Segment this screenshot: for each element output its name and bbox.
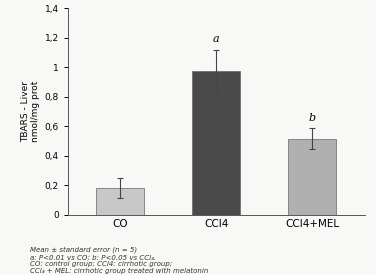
Text: Mean ± standard error (n = 5)
a: P<0.01 vs CO; b: P<0.05 vs CCl₄.
CO: control gr: Mean ± standard error (n = 5) a: P<0.01 … xyxy=(30,247,208,274)
Text: a: a xyxy=(213,34,220,44)
Bar xyxy=(288,139,336,214)
Bar xyxy=(96,188,144,214)
Text: b: b xyxy=(308,113,315,123)
Bar xyxy=(192,71,240,214)
Y-axis label: TBARS - Liver
nmol/mg prot: TBARS - Liver nmol/mg prot xyxy=(21,81,40,142)
